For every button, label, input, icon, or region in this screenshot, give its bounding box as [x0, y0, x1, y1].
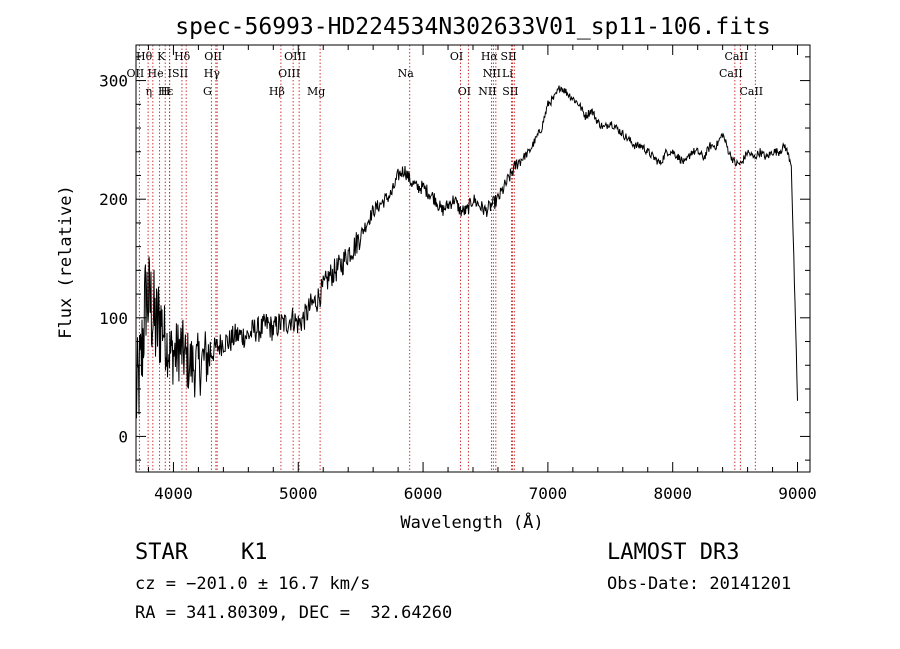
line-marker-label-5: OI [450, 50, 463, 63]
line-marker-label-27: CaII [739, 85, 763, 98]
chart-title: spec-56993-HD224534N302633V01_sp11-106.f… [175, 14, 770, 40]
y-tick-label-1: 100 [99, 309, 128, 328]
x-tick-label-2: 6000 [404, 484, 443, 503]
line-marker-label-13: OIII [278, 67, 300, 80]
line-marker-label-23: Mg [307, 85, 325, 98]
line-marker-label-19: η [146, 85, 153, 98]
line-marker-label-16: Li [502, 67, 513, 80]
line-marker-label-22: Hβ [269, 85, 285, 98]
line-marker-label-8: CaII [725, 50, 749, 63]
line-marker-label-14: Na [398, 67, 415, 80]
line-marker-label-11: ISII [168, 67, 189, 80]
line-marker-label-20: H [161, 85, 171, 98]
y-axis-label: Flux (relative) [56, 185, 76, 339]
x-tick-label-4: 8000 [653, 484, 692, 503]
spectrum-line [136, 85, 798, 419]
plot-frame [135, 44, 811, 473]
obs-date: Obs-Date: 20141201 [607, 574, 792, 594]
y-tick-label-3: 300 [99, 72, 128, 91]
x-tick-label-0: 4000 [154, 484, 193, 503]
line-marker-label-0: Hθ [136, 50, 153, 63]
line-marker-label-2: Hδ [174, 50, 191, 63]
line-marker-label-26: SII [502, 85, 518, 98]
survey-label: LAMOST DR3 [607, 540, 740, 565]
line-marker-label-4: OIII [284, 50, 306, 63]
line-marker-label-15: NII [483, 67, 501, 80]
line-marker-label-17: CaII [719, 67, 743, 80]
plot-area [136, 45, 798, 472]
line-marker-label-25: NII [478, 85, 496, 98]
y-tick-label-0: 0 [118, 427, 128, 446]
line-marker-label-7: SII [500, 50, 516, 63]
y-tick-label-2: 200 [99, 190, 128, 209]
x-tick-label-1: 5000 [279, 484, 318, 503]
line-marker-label-9: OII [127, 67, 145, 80]
x-tick-label-5: 9000 [778, 484, 817, 503]
line-marker-label-3: OII [204, 50, 222, 63]
line-marker-label-18: Hε [158, 85, 174, 98]
line-marker-label-6: Hα [481, 50, 499, 63]
ra-dec: RA = 341.80309, DEC = 32.64260 [135, 603, 453, 623]
x-axis-label: Wavelength (Å) [400, 511, 543, 533]
line-marker-label-24: OI [458, 85, 471, 98]
line-marker-label-1: K [157, 50, 166, 63]
cz-value: cz = −201.0 ± 16.7 km/s [135, 574, 371, 594]
line-marker-label-21: G [203, 85, 212, 98]
star-class: STAR K1 [135, 540, 268, 565]
line-marker-label-10: He [148, 67, 164, 80]
x-tick-label-3: 7000 [529, 484, 568, 503]
line-marker-label-12: Hγ [204, 67, 221, 80]
